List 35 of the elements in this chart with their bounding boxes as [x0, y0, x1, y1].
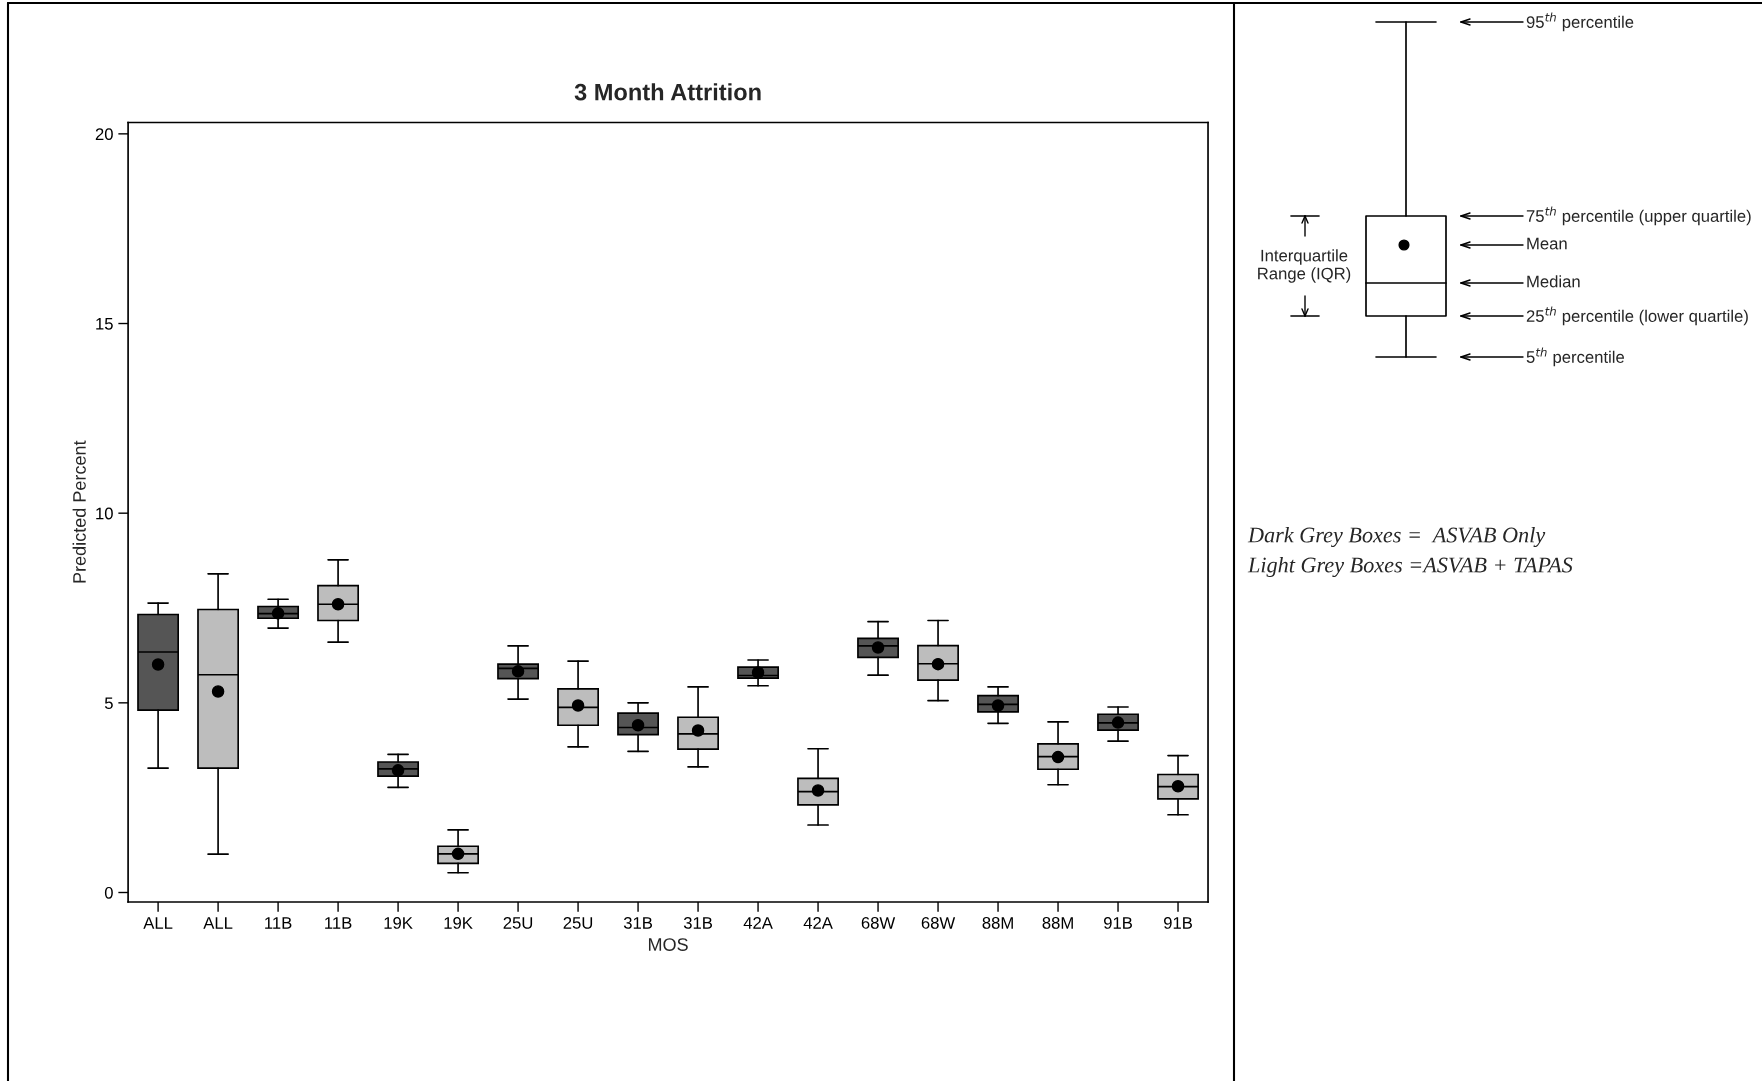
- x-tick-label: 88M: [982, 917, 1013, 929]
- x-tick-label: ALL: [203, 917, 233, 929]
- x-tick-label: ALL: [143, 917, 173, 929]
- x-tick-label: 11B: [265, 917, 292, 929]
- x-tick-label: 42A: [803, 917, 833, 929]
- x-tick-label: 19K: [384, 917, 413, 929]
- text: Mean: [1527, 237, 1567, 250]
- x-tick-label: 25U: [563, 917, 593, 929]
- text: Interquartile Range (IQR): [1258, 249, 1351, 283]
- x-tick-label: 91B: [1163, 917, 1192, 929]
- x-tick-label: 91B: [1103, 917, 1132, 929]
- text: Dark Grey Boxes = ASVAB Only: [1247, 526, 1546, 548]
- x-tick-label: 42A: [743, 917, 773, 929]
- x-axis-title: MOS: [648, 938, 688, 951]
- text: 25$^{th}$ percentile (lower quartile): [1526, 306, 1748, 326]
- x-tick-label: 11B: [325, 917, 352, 929]
- x-tick-label: 88M: [1042, 917, 1073, 929]
- text: Light Grey Boxes =ASVAB + TAPAS: [1247, 556, 1573, 578]
- x-tick-label: 25U: [503, 917, 533, 929]
- x-tick-label: 31B: [623, 917, 653, 929]
- x-tick-label: 31B: [683, 917, 713, 929]
- y-tick-label: 0: [104, 886, 113, 899]
- chart-title: 3 Month Attrition: [574, 83, 761, 101]
- x-tick-label: 68W: [861, 917, 896, 929]
- y-axis-title: Predicted Percent: [72, 440, 86, 583]
- y-tick-label: 10: [96, 507, 113, 520]
- text: 95$^{th}$ percentile: [1526, 12, 1634, 32]
- text: Median: [1527, 275, 1580, 288]
- x-tick-label: 68W: [921, 917, 956, 929]
- y-tick-label: 5: [104, 697, 113, 710]
- text: 75$^{th}$ percentile (upper quartile): [1526, 206, 1751, 226]
- text: 5$^{th}$ percentile: [1526, 347, 1625, 367]
- y-tick-label: 15: [96, 318, 113, 330]
- x-tick-label: 19K: [444, 917, 473, 929]
- y-tick-label: 20: [95, 128, 113, 141]
